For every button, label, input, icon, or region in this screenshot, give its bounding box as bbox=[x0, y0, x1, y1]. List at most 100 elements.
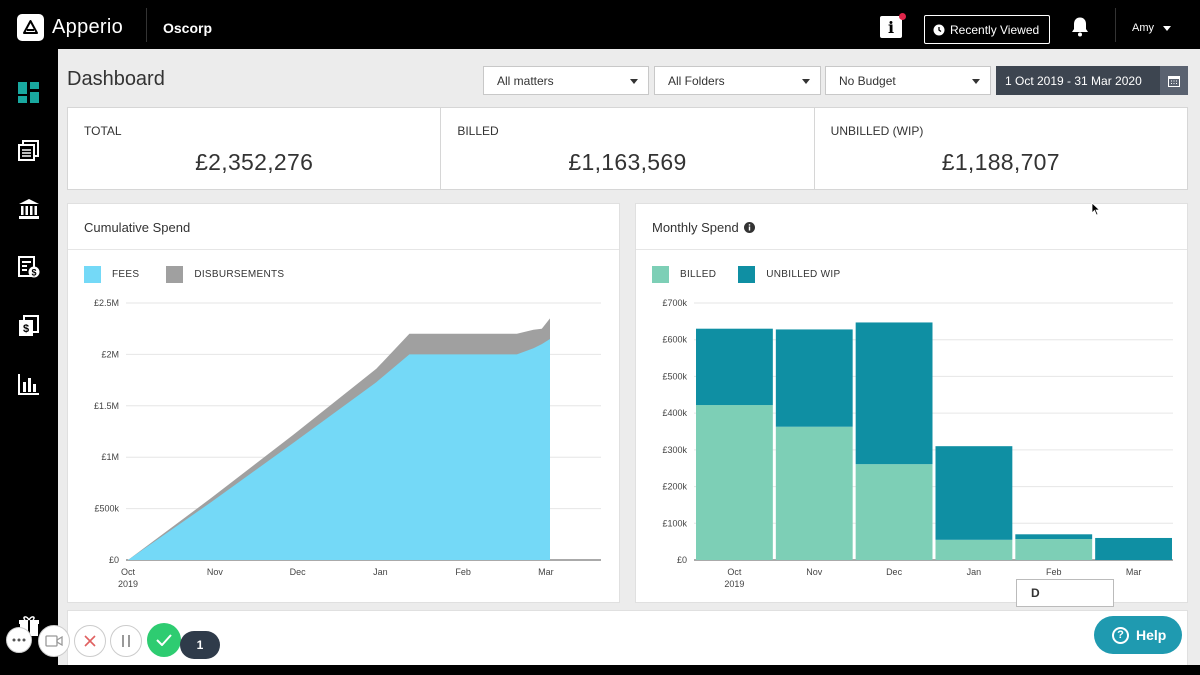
card-title: Cumulative Spend bbox=[84, 220, 191, 235]
series-area-fees bbox=[128, 339, 550, 560]
x-tick-sublabel: 2019 bbox=[724, 579, 744, 589]
x-tick-label: Mar bbox=[538, 567, 554, 577]
download-button[interactable]: D bbox=[1016, 579, 1114, 607]
card-title: Monthly Spend bbox=[652, 220, 739, 235]
stat-total: TOTAL £2,352,276 bbox=[68, 108, 442, 189]
invoices-icon[interactable]: $ bbox=[18, 315, 40, 337]
legend-label[interactable]: BILLED bbox=[680, 269, 717, 280]
page-title: Dashboard bbox=[67, 68, 165, 90]
stat-label: UNBILLED (WIP) bbox=[830, 124, 924, 138]
more-options-button[interactable] bbox=[6, 627, 32, 653]
x-tick-label: Oct bbox=[121, 567, 136, 577]
y-tick-label: £400k bbox=[662, 408, 687, 418]
bell-icon[interactable] bbox=[1070, 16, 1090, 42]
bar-billed bbox=[1015, 539, 1093, 560]
y-tick-label: £2.5M bbox=[94, 298, 119, 308]
bar-billed bbox=[775, 426, 853, 560]
stat-value: £1,188,707 bbox=[941, 149, 1060, 175]
bar-unbilled bbox=[1095, 537, 1172, 560]
budget-icon[interactable]: $ bbox=[18, 256, 40, 278]
x-tick-label: Dec bbox=[886, 567, 903, 577]
svg-text:$: $ bbox=[31, 268, 36, 278]
x-tick-label: Feb bbox=[1046, 567, 1062, 577]
y-tick-label: £1M bbox=[101, 452, 119, 462]
finish-recording-button[interactable] bbox=[147, 623, 181, 657]
clock-icon bbox=[933, 24, 945, 35]
chevron-down-icon bbox=[1163, 25, 1171, 31]
organisation-name[interactable]: Oscorp bbox=[163, 20, 213, 36]
monthly-spend-chart: £0 £100k £200k £300k £400k £500k £600k £700k Oct… bbox=[662, 298, 1173, 589]
header-divider bbox=[1115, 8, 1116, 42]
legend-swatch-disbursements bbox=[166, 266, 184, 283]
bar-billed bbox=[696, 405, 773, 560]
x-tick-sublabel: 2019 bbox=[118, 579, 138, 589]
chart-legend: FEES DISBURSEMENTS bbox=[84, 266, 284, 283]
apperio-logo-icon bbox=[17, 14, 44, 41]
bar-unbilled bbox=[935, 446, 1013, 540]
bar-unbilled bbox=[775, 329, 853, 427]
calendar-icon[interactable] bbox=[1160, 66, 1188, 95]
cumulative-spend-chart: £0 £500k £1M £1.5M £2M £2.5M Oct 2019 Nov Dec Jan F… bbox=[94, 298, 601, 589]
budget-select[interactable]: No Budget bbox=[825, 66, 991, 95]
x-tick-label: Mar bbox=[1126, 567, 1142, 577]
bar-billed bbox=[855, 464, 933, 560]
reports-icon[interactable] bbox=[18, 373, 40, 395]
y-tick-label: £200k bbox=[662, 482, 687, 492]
bottom-strip bbox=[0, 665, 1200, 675]
x-tick-label: Jan bbox=[967, 567, 982, 577]
app-logo[interactable]: Apperio bbox=[17, 14, 123, 41]
y-tick-label: £300k bbox=[662, 445, 687, 455]
download-button-label: D bbox=[1031, 586, 1040, 600]
bank-icon[interactable] bbox=[18, 198, 40, 220]
chart-legend: BILLED UNBILLED WIP bbox=[652, 266, 840, 283]
chevron-down-icon bbox=[802, 79, 810, 84]
legend-swatch-fees bbox=[84, 266, 101, 283]
matters-icon[interactable] bbox=[18, 140, 40, 162]
stat-value: £2,352,276 bbox=[195, 149, 314, 175]
user-menu[interactable]: Amy bbox=[1132, 22, 1171, 34]
y-tick-label: £500k bbox=[662, 371, 687, 381]
stat-billed: BILLED £1,163,569 bbox=[441, 108, 815, 189]
mouse-cursor-icon bbox=[1091, 202, 1101, 216]
x-tick-label: Oct bbox=[727, 567, 742, 577]
sidebar: $ $ bbox=[0, 49, 58, 665]
question-icon: ? bbox=[1112, 626, 1129, 644]
legend-label[interactable]: FEES bbox=[112, 269, 140, 280]
recently-viewed-label: Recently Viewed bbox=[950, 22, 1040, 37]
help-button[interactable]: ? Help bbox=[1094, 616, 1182, 654]
matters-select[interactable]: All matters bbox=[483, 66, 649, 95]
stat-label: BILLED bbox=[457, 124, 499, 138]
user-name: Amy bbox=[1132, 22, 1154, 34]
x-tick-label: Nov bbox=[806, 567, 823, 577]
matters-select-value: All matters bbox=[497, 73, 554, 88]
dashboard-icon[interactable] bbox=[18, 82, 40, 104]
cancel-recording-button[interactable] bbox=[74, 625, 106, 657]
info-button[interactable]: i bbox=[880, 16, 902, 38]
pause-recording-button[interactable] bbox=[110, 625, 142, 657]
stat-unbilled: UNBILLED (WIP) £1,188,707 bbox=[815, 108, 1187, 189]
y-tick-label: £2M bbox=[101, 349, 119, 359]
folders-select[interactable]: All Folders bbox=[654, 66, 821, 95]
help-label: Help bbox=[1136, 627, 1167, 643]
pending-count-badge[interactable]: 1 bbox=[180, 631, 220, 659]
card-divider bbox=[636, 249, 1187, 250]
legend-swatch-unbilled bbox=[738, 266, 756, 283]
info-icon[interactable] bbox=[743, 222, 755, 233]
bar-unbilled bbox=[696, 328, 773, 406]
legend-label[interactable]: UNBILLED WIP bbox=[766, 269, 841, 280]
stat-label: TOTAL bbox=[84, 124, 122, 138]
pause-icon bbox=[122, 635, 130, 647]
y-tick-label: £0 bbox=[677, 555, 687, 565]
app-name: Apperio bbox=[52, 16, 124, 38]
y-tick-label: £500k bbox=[94, 504, 119, 514]
camera-toggle-button[interactable] bbox=[38, 625, 70, 657]
notification-dot bbox=[899, 13, 906, 20]
legend-label[interactable]: DISBURSEMENTS bbox=[194, 269, 285, 280]
date-range-picker[interactable]: 1 Oct 2019 - 31 Mar 2020 bbox=[996, 66, 1188, 95]
recently-viewed-button[interactable]: Recently Viewed bbox=[924, 15, 1050, 44]
x-tick-label: Jan bbox=[373, 567, 388, 577]
x-tick-label: Dec bbox=[290, 567, 307, 577]
y-tick-label: £100k bbox=[662, 518, 687, 528]
chevron-down-icon bbox=[630, 79, 638, 84]
y-tick-label: £0 bbox=[109, 555, 119, 565]
